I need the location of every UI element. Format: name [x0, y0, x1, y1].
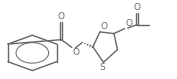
- Text: O: O: [101, 22, 108, 31]
- Text: S: S: [100, 63, 105, 72]
- Text: O: O: [133, 3, 140, 12]
- Text: O: O: [125, 19, 132, 28]
- Text: O: O: [58, 12, 65, 21]
- Text: O: O: [73, 48, 80, 57]
